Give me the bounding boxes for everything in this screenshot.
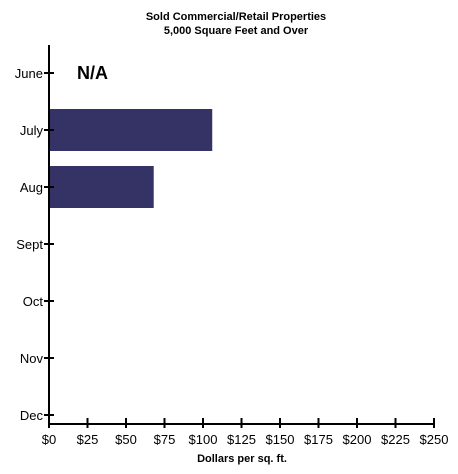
category-labels: June July Aug Sept Oct Nov Dec: [15, 66, 44, 423]
x-tick-label: $200: [343, 432, 372, 447]
category-label: July: [20, 123, 44, 138]
category-label: Aug: [20, 180, 43, 195]
bar-july: [49, 109, 213, 151]
x-axis-label: Dollars per sq. ft.: [197, 453, 287, 465]
category-label: Oct: [23, 294, 44, 309]
x-tick-label: $75: [154, 432, 176, 447]
x-tick-label: $0: [42, 432, 56, 447]
x-tick-labels: $0 $25 $50 $75 $100 $125 $150 $175 $200 $225 $250: [42, 432, 449, 447]
x-tick-label: $150: [266, 432, 295, 447]
category-label: Nov: [20, 351, 44, 366]
bar-aug: [49, 166, 154, 208]
x-tick-label: $100: [189, 432, 218, 447]
category-label: Dec: [20, 408, 44, 423]
category-label: June: [15, 66, 43, 81]
annotation-na: N/A: [77, 63, 108, 83]
annotations: N/A: [77, 63, 108, 83]
x-tick-label: $225: [381, 432, 410, 447]
x-tick-label: $125: [227, 432, 256, 447]
chart-subtitle: 5,000 Square Feet and Over: [164, 25, 309, 37]
x-tick-label: $50: [115, 432, 137, 447]
chart-title: Sold Commercial/Retail Properties: [146, 11, 326, 23]
bars-group: [49, 109, 213, 208]
category-label: Sept: [16, 237, 43, 252]
x-tick-label: $250: [420, 432, 449, 447]
axes-group: [44, 45, 435, 428]
x-tick-label: $175: [304, 432, 333, 447]
x-tick-label: $25: [77, 432, 99, 447]
